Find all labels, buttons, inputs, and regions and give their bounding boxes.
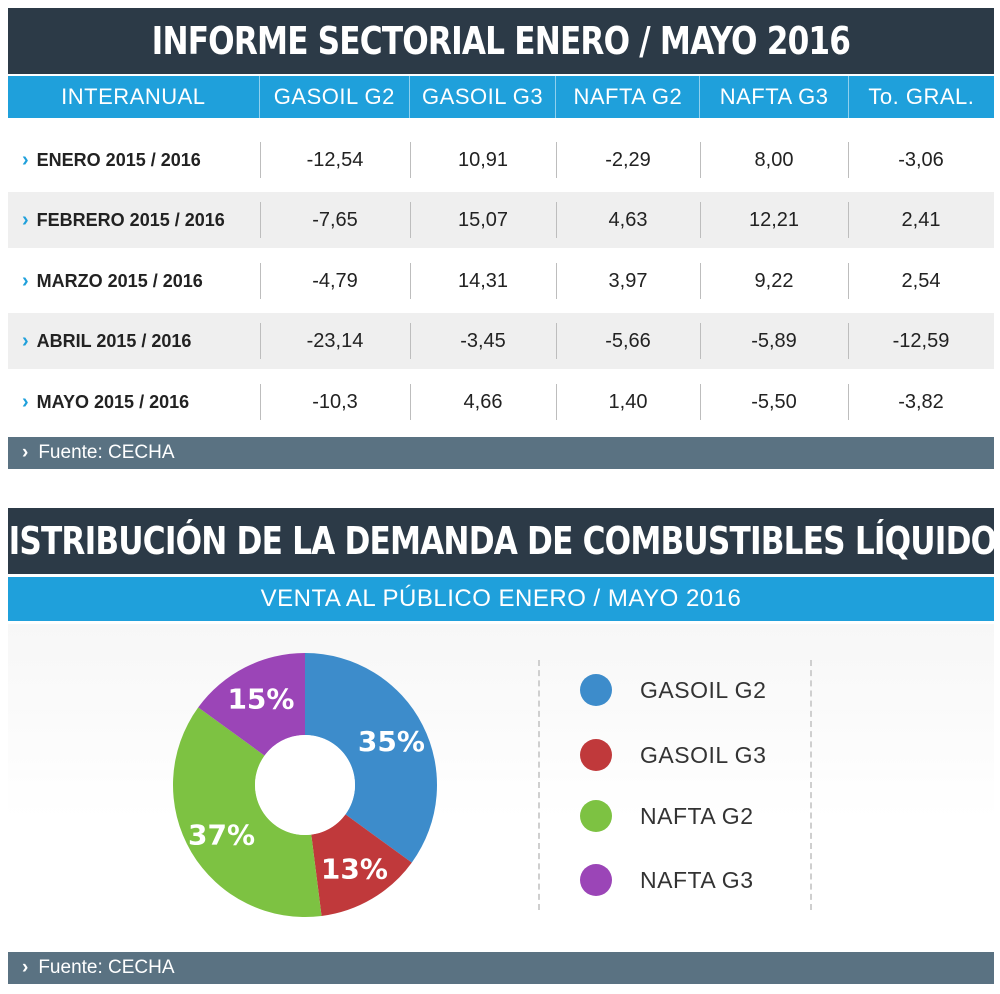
- legend-divider-left: [538, 660, 540, 910]
- pie-slice-gasoil-g2: [305, 653, 437, 863]
- table-row: › MARZO 2015 / 2016 -4,79 14,31 3,97 9,22 2,54: [8, 253, 994, 309]
- row-label: › MARZO 2015 / 2016: [8, 253, 260, 309]
- header-interanual: INTERANUAL: [8, 76, 260, 118]
- row-label: › ABRIL 2015 / 2016: [8, 313, 260, 369]
- table-cell: 14,31: [410, 253, 556, 309]
- table-cell: -10,3: [260, 374, 410, 430]
- pie-slice-gasoil-g3: [311, 814, 412, 916]
- table-row: › ABRIL 2015 / 2016 -23,14 -3,45 -5,66 -5,89-…: [8, 313, 994, 369]
- legend-label: NAFTA G3: [640, 866, 754, 893]
- chevron-right-icon: ›: [22, 208, 29, 231]
- table-cell: 3,97: [556, 253, 700, 309]
- row-label-text: ENERO 2015 / 2016: [36, 149, 201, 170]
- table-row: › ENERO 2015 / 2016 -12,54 10,91 -2,29 8,00 -3…: [8, 132, 994, 188]
- table-cell: -7,65: [260, 192, 410, 248]
- header-gasoil-g2: GASOIL G2: [260, 76, 410, 118]
- table-cell: 12,21: [700, 192, 848, 248]
- table-title: INFORME SECTORIAL ENERO / MAYO 2016: [8, 8, 994, 74]
- table-cell: -3,45: [410, 313, 556, 369]
- table-cell: 10,91: [410, 132, 556, 188]
- legend-item: GASOIL G3: [580, 739, 766, 771]
- legend-swatch: [580, 739, 612, 771]
- row-label-text: MARZO 2015 / 2016: [36, 270, 203, 291]
- table-cell: -2,29: [556, 132, 700, 188]
- table-cell: -12,54: [260, 132, 410, 188]
- table-cell: -5,66: [556, 313, 700, 369]
- legend-swatch: [580, 864, 612, 896]
- slice-label: 15%: [227, 683, 294, 716]
- legend-label: GASOIL G2: [640, 676, 767, 703]
- table-cell: 4,63: [556, 192, 700, 248]
- table-cell: 1,40: [556, 374, 700, 430]
- table-cell: 2,41: [848, 192, 994, 248]
- slice-label: 37%: [188, 818, 255, 851]
- legend-label: NAFTA G2: [640, 802, 754, 829]
- legend-swatch: [580, 674, 612, 706]
- table-header-row: INTERANUAL GASOIL G2 GASOIL G3 NAFTA G2 …: [8, 76, 994, 118]
- table-cell: -12,59: [848, 313, 994, 369]
- table-cell: -23,14: [260, 313, 410, 369]
- table-cell: -5,50: [700, 374, 848, 430]
- legend-item: GASOIL G2: [580, 674, 766, 706]
- chevron-right-icon: ›: [22, 329, 29, 352]
- source-text: Fuente: CECHA: [38, 957, 175, 978]
- slice-label: 13%: [321, 852, 388, 885]
- legend-divider-right: [810, 660, 812, 910]
- row-label-text: MAYO 2015 / 2016: [36, 391, 190, 412]
- chevron-right-icon: ›: [22, 269, 29, 292]
- chevron-right-icon: ›: [22, 442, 29, 463]
- header-nafta-g3: NAFTA G3: [700, 76, 849, 118]
- slice-label: 35%: [358, 725, 425, 758]
- donut-chart: 35% 13% 37% 15%: [172, 653, 437, 917]
- legend-item: NAFTA G2: [580, 800, 754, 832]
- legend-item: NAFTA G3: [580, 864, 754, 896]
- chart-area: [8, 624, 994, 950]
- table-cell: 8,00: [700, 132, 848, 188]
- table-row: › FEBRERO 2015 / 2016 -7,65 15,07 4,63 12,21 2…: [8, 192, 994, 248]
- chart-subtitle: VENTA AL PÚBLICO ENERO / MAYO 2016: [8, 577, 994, 621]
- chevron-right-icon: ›: [22, 148, 29, 171]
- donut-hole: [255, 735, 355, 835]
- row-label: › MAYO 2015 / 2016: [8, 374, 260, 430]
- header-gasoil-g3: GASOIL G3: [410, 76, 557, 118]
- table-cell: -3,06: [848, 132, 994, 188]
- table-cell: -4,79: [260, 253, 410, 309]
- table-cell: 15,07: [410, 192, 556, 248]
- pie-slice-nafta-g2: [172, 707, 322, 917]
- table-cell: 9,22: [700, 253, 848, 309]
- legend-swatch: [580, 800, 612, 832]
- table-row: › MAYO 2015 / 2016 -10,3 4,66 1,40 -5,50 -3,82: [8, 374, 994, 430]
- pie-slice-nafta-g3: [198, 653, 305, 756]
- row-label: › FEBRERO 2015 / 2016: [8, 192, 260, 248]
- source-text: Fuente: CECHA: [38, 442, 175, 463]
- header-total-general: To. GRAL.: [868, 84, 975, 109]
- chevron-right-icon: ›: [22, 390, 29, 413]
- header-nafta-g2: NAFTA G2: [556, 76, 701, 118]
- table-cell: 4,66: [410, 374, 556, 430]
- table-cell: -3,82: [848, 374, 994, 430]
- row-label: › ENERO 2015 / 2016: [8, 132, 260, 188]
- row-label-text: ABRIL 2015 / 2016: [36, 330, 192, 351]
- legend-label: GASOIL G3: [640, 741, 767, 768]
- source-bar-chart: › Fuente: CECHA: [8, 952, 994, 984]
- row-label-text: FEBRERO 2015 / 2016: [36, 209, 225, 230]
- table-cell: 2,54: [848, 253, 994, 309]
- table-cell: -5,89: [700, 313, 848, 369]
- chart-title: DISTRIBUCIÓN DE LA DEMANDA DE COMBUSTIBL…: [0, 508, 1000, 574]
- source-bar-table: › Fuente: CECHA: [8, 437, 994, 469]
- chevron-right-icon: ›: [22, 957, 29, 978]
